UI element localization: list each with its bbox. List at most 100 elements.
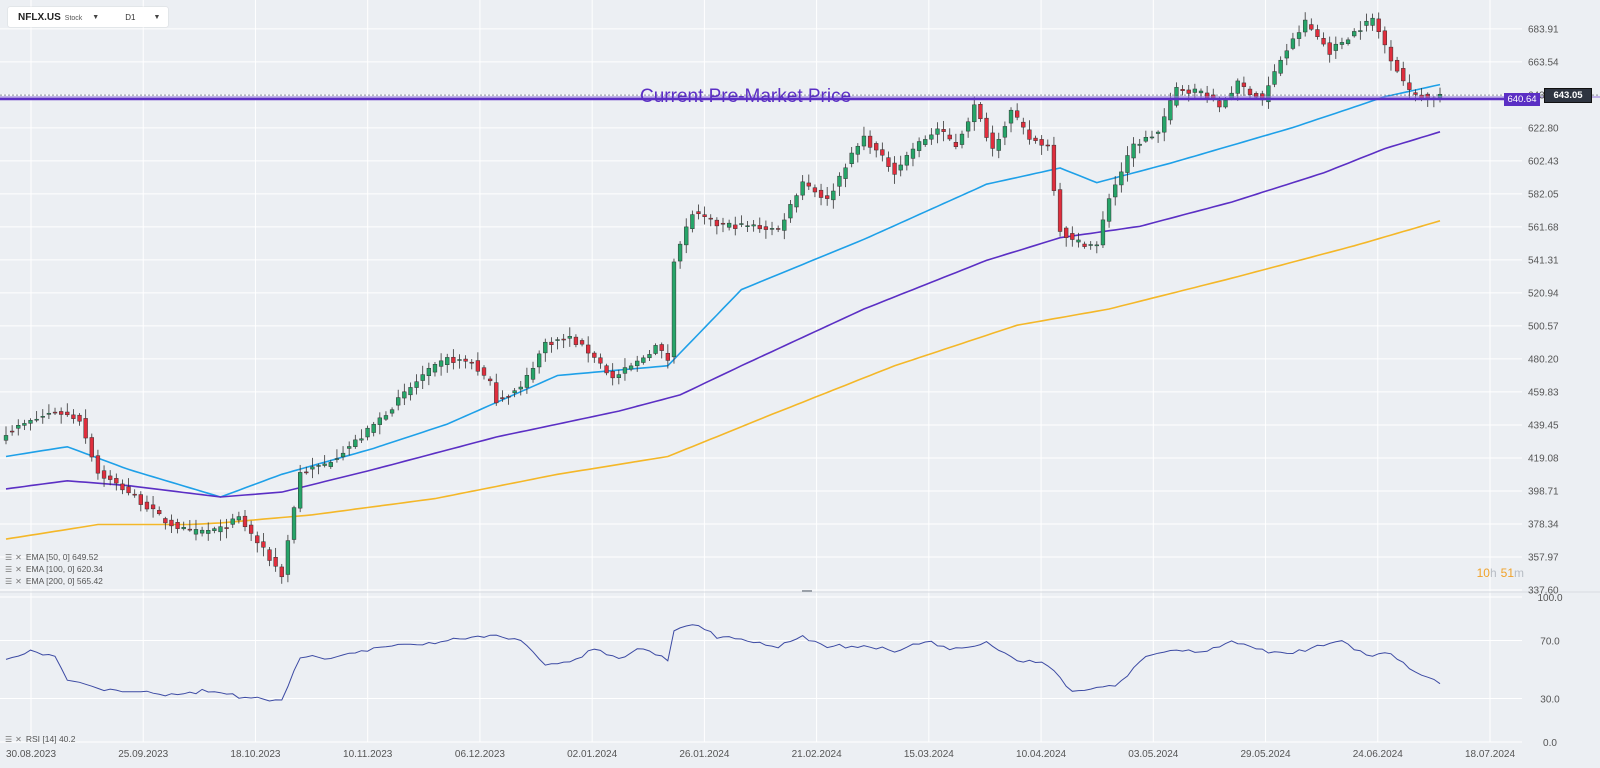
pane-resize-handle[interactable] [802, 590, 812, 592]
candle-body [1321, 38, 1326, 45]
close-icon[interactable]: ✕ [15, 576, 22, 586]
candle-body [1303, 19, 1308, 33]
candle-body [377, 417, 382, 425]
candle-body [9, 430, 15, 433]
symbol-selector[interactable]: NFLX.US Stock ▼ D1 ▼ [8, 7, 168, 27]
pre-market-price-tag: 640.64 [1504, 92, 1540, 106]
candle-body [1186, 89, 1191, 94]
rsi-line [5, 624, 1441, 702]
candle-body [426, 367, 431, 377]
grid [0, 0, 1600, 742]
candle-body [181, 526, 186, 530]
candle-body [1345, 39, 1351, 44]
candle-body [1015, 110, 1020, 118]
candle-body [1217, 100, 1222, 108]
candle-body [1315, 29, 1320, 37]
candle-body [965, 121, 971, 132]
candle-body [273, 556, 278, 567]
candle-body [500, 397, 505, 400]
candle-body [65, 411, 70, 416]
candle-body [334, 458, 340, 460]
candle-body [867, 135, 873, 148]
candle-body [573, 336, 579, 345]
candle-body [408, 387, 413, 396]
candle-body [892, 162, 897, 175]
candle-body [1333, 43, 1338, 51]
candle-body [420, 374, 425, 381]
instrument-type: Stock [64, 14, 83, 22]
candle-body [910, 148, 916, 159]
candle-body [1088, 244, 1093, 246]
candle-body [494, 382, 499, 404]
candle-body [1376, 18, 1381, 33]
price-tick-label: 480.20 [1528, 354, 1559, 365]
candle-body [586, 344, 591, 354]
candle-body [438, 360, 444, 367]
pre-market-line [0, 94, 1600, 101]
candle-body [665, 352, 670, 361]
candle-body [984, 117, 989, 138]
price-tick-label: 561.68 [1528, 222, 1559, 233]
caret-down-icon[interactable]: ▼ [153, 13, 161, 21]
candle-body [702, 214, 707, 217]
candle-body [598, 357, 603, 364]
candle-body [1008, 109, 1014, 124]
candle-body [1413, 92, 1418, 95]
settings-icon[interactable]: ☰ [5, 734, 13, 744]
ema-200-label: EMA [200, 0] 565.42 [25, 576, 103, 586]
caret-down-icon[interactable]: ▼ [92, 13, 100, 21]
candle-body [16, 425, 21, 429]
candle-body [757, 225, 762, 230]
candle-body [720, 222, 726, 225]
settings-icon[interactable]: ☰ [5, 576, 13, 586]
candle-body [59, 411, 64, 415]
candle-body [371, 423, 376, 433]
candle-body [1168, 100, 1173, 121]
candle-body [89, 437, 94, 458]
close-icon[interactable]: ✕ [15, 552, 22, 562]
candle-body [279, 566, 284, 578]
date-tick-label: 15.03.2024 [904, 749, 954, 760]
close-icon[interactable]: ✕ [15, 734, 22, 744]
price-tick-label: 602.43 [1528, 156, 1559, 167]
date-tick-label: 02.01.2024 [567, 749, 617, 760]
ema-100-legend: ☰ ✕ EMA [100, 0] 620.34 [5, 564, 103, 574]
candle-body [1027, 129, 1032, 140]
settings-icon[interactable]: ☰ [5, 564, 13, 574]
pre-market-annotation: Current Pre-Market Price [640, 86, 852, 107]
timeframe-label[interactable]: D1 [125, 12, 136, 22]
candle-body [1192, 88, 1198, 93]
candle-body [169, 519, 174, 527]
candle-body [298, 472, 303, 509]
price-tick-label: 419.08 [1528, 453, 1559, 464]
candle-body [340, 452, 346, 458]
candle-body [696, 211, 701, 215]
price-tick-label: 541.31 [1528, 255, 1559, 266]
ema-200-legend: ☰ ✕ EMA [200, 0] 565.42 [5, 576, 103, 586]
candle-body [647, 354, 652, 359]
close-icon[interactable]: ✕ [15, 564, 22, 574]
candle-body [138, 494, 143, 505]
settings-icon[interactable]: ☰ [5, 552, 13, 562]
candle-body [126, 486, 131, 494]
candle-body [518, 386, 523, 390]
candle-body [1039, 139, 1044, 146]
candle-body [1143, 137, 1148, 142]
date-tick-label: 03.05.2024 [1128, 749, 1178, 760]
candle-body [990, 132, 995, 149]
candle-body [549, 341, 554, 345]
candle-body [144, 501, 150, 510]
candle-body [1137, 143, 1142, 146]
candle-body [800, 181, 805, 196]
candle-body [432, 364, 438, 373]
candle-body [579, 340, 585, 345]
ema-100-line [5, 131, 1441, 498]
candle-body [1119, 171, 1124, 186]
candle-body [451, 356, 456, 363]
candle-body [1278, 59, 1283, 74]
candle-body [849, 152, 854, 164]
date-tick-label: 26.01.2024 [679, 749, 729, 760]
candle-body [77, 414, 82, 422]
candle-body [953, 141, 959, 147]
